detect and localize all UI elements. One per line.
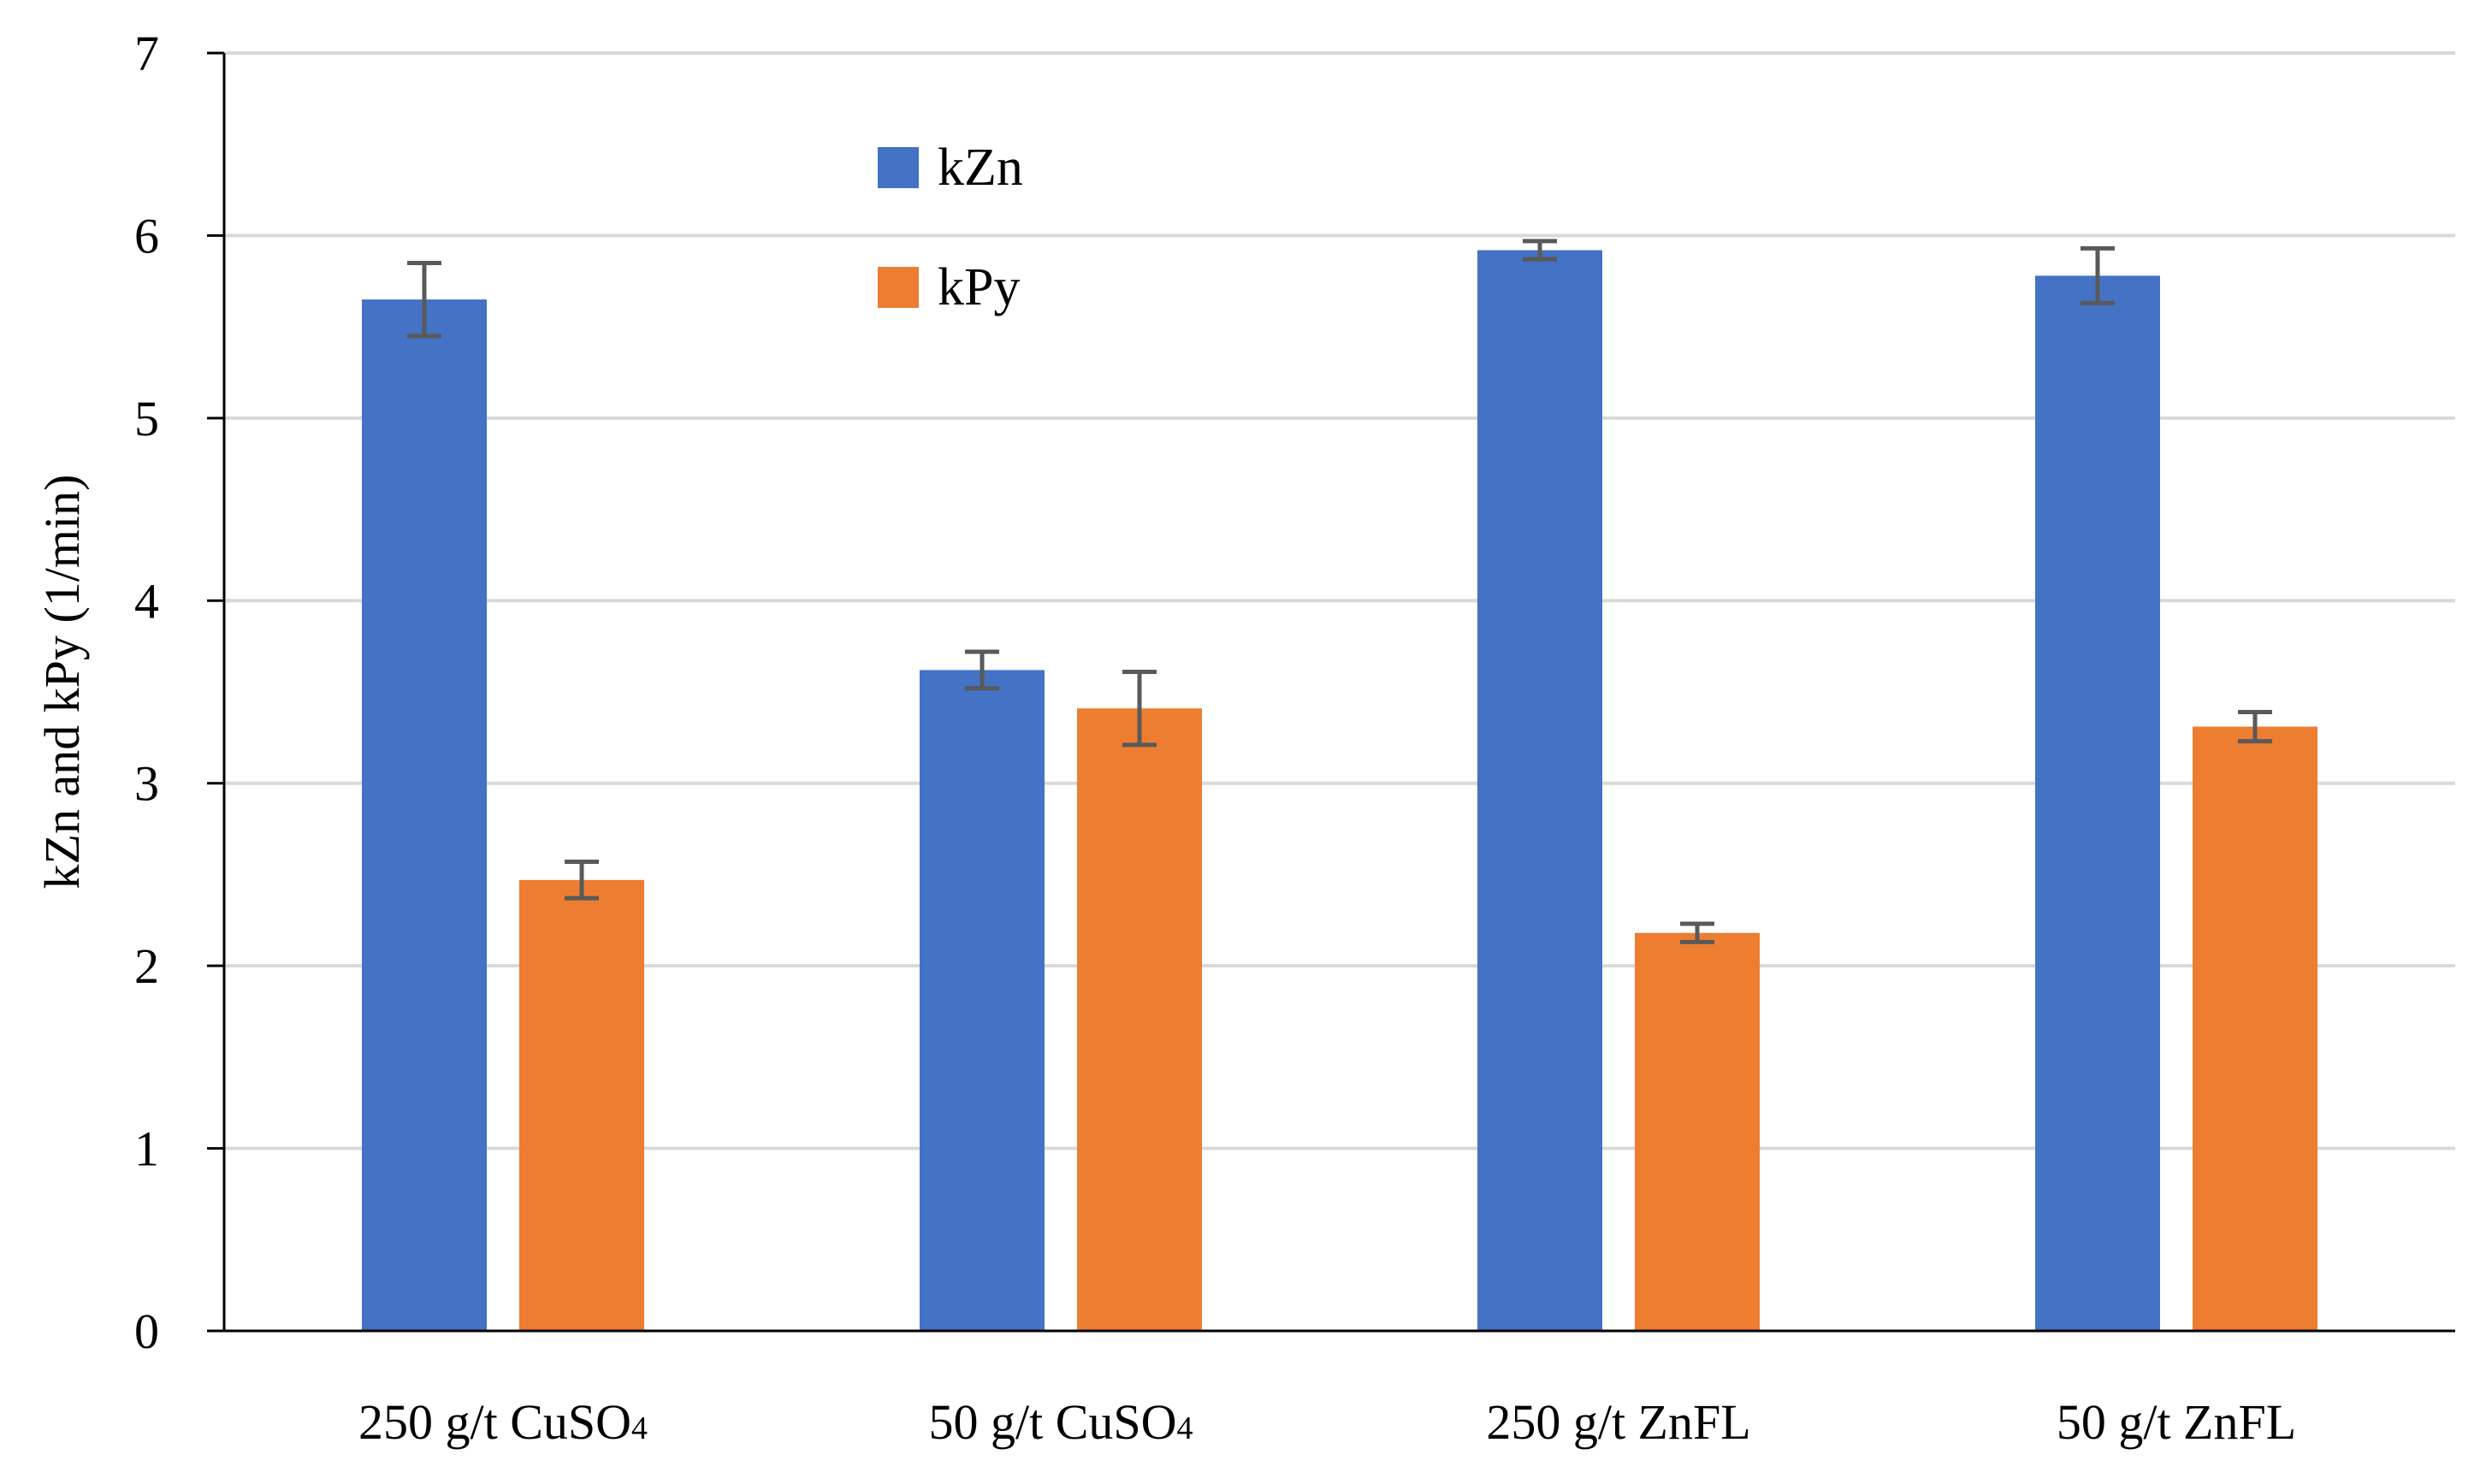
y-tick-label: 3: [134, 756, 159, 812]
y-tick-label: 5: [134, 391, 159, 446]
bar-kpy: [1077, 708, 1202, 1331]
y-tick-label: 7: [134, 26, 159, 81]
legend-label-kpy: kPy: [938, 258, 1020, 316]
y-tick-label: 4: [134, 573, 159, 629]
bar-kzn: [920, 670, 1045, 1331]
y-tick-label: 0: [134, 1304, 159, 1359]
y-axis-title: kZn and kPy (1/min): [34, 475, 90, 890]
legend-label-kzn: kZn: [938, 139, 1023, 197]
bar-kzn: [362, 299, 487, 1332]
y-tick-label: 2: [134, 938, 159, 994]
bar-kpy: [1635, 932, 1760, 1331]
legend: kZn kPy: [878, 139, 1023, 316]
bar-kzn: [2035, 275, 2160, 1332]
bar-kzn: [1477, 250, 1602, 1331]
legend-swatch-kzn: [878, 147, 919, 188]
x-category-label: 50 g/t CuSO4: [928, 1394, 1193, 1450]
bars: [362, 250, 2317, 1332]
x-category-label: 50 g/t ZnFL: [2057, 1394, 2296, 1450]
y-tick-label: 6: [134, 208, 159, 263]
x-category-label: 250 g/t CuSO4: [358, 1394, 648, 1450]
bar-kpy: [2193, 726, 2317, 1331]
error-bars: [407, 239, 2272, 944]
axes: 0 1 2 3 4 5 6 7 250 g/t CuSO4 50 g/t CuSO4 250 g/t…: [134, 26, 2455, 1450]
bar-kpy: [519, 879, 644, 1331]
x-category-label: 250 g/t ZnFL: [1486, 1394, 1750, 1450]
legend-swatch-kpy: [878, 267, 919, 308]
y-tick-label: 1: [134, 1121, 159, 1177]
